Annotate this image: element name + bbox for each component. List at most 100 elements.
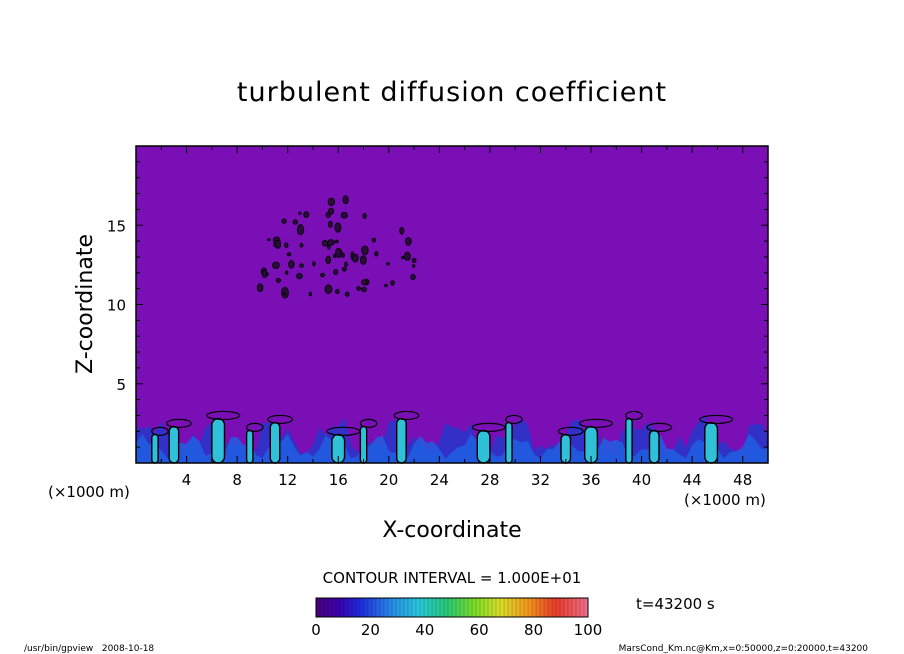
colorbar-segment (420, 598, 425, 617)
turbulence-contour-blob (299, 263, 304, 268)
plume-column (396, 417, 407, 464)
colorbar-segment (508, 598, 513, 617)
colorbar-segment (352, 598, 357, 617)
colorbar-segment (392, 598, 397, 617)
turbulence-contour-blob (356, 286, 362, 291)
plume-cap-contour (625, 410, 643, 421)
colorbar-segment (344, 598, 349, 617)
y-axis-label: Z-coordinate (73, 234, 98, 374)
y-axis: 5 10 15 (107, 161, 768, 448)
turbulence-contour-blob (296, 272, 303, 280)
colorbar-gradient (315, 598, 589, 617)
colorbar-segment (348, 598, 353, 617)
plume-cap-contour (557, 426, 584, 436)
colorbar-segment (356, 598, 361, 617)
colorbar-segment (512, 598, 517, 617)
turbulence-contour-blob (303, 211, 310, 218)
colorbar-segment (500, 598, 505, 617)
turbulence-contour-blob (321, 240, 329, 247)
colorbar-segment (556, 598, 561, 617)
turbulence-contour-blob (405, 237, 412, 246)
chart-title: turbulent diffusion coefficient (237, 77, 667, 108)
turbulence-contour-blob (327, 239, 335, 246)
colorbar-segment (472, 598, 477, 617)
boundary-layer-field (136, 410, 768, 464)
turbulence-contour-blob (334, 239, 339, 244)
colorbar-segment (580, 598, 585, 617)
turbulence-contour-blob (335, 288, 340, 295)
x-unit-label-right: (×1000 m) (684, 491, 766, 509)
plume-cap-contour (699, 414, 734, 425)
colorbar-tick-label: 20 (361, 621, 380, 639)
turbulence-contour-blob (298, 211, 302, 216)
plume-column (245, 429, 254, 464)
colorbar-segment (380, 598, 385, 617)
turbulence-contour-blob (411, 257, 417, 263)
x-tick-label: 44 (683, 471, 702, 489)
colorbar-segment (468, 598, 473, 617)
boundary-layer-core (136, 433, 768, 463)
turbulence-contour-blob (361, 245, 369, 256)
colorbar-segment (524, 598, 529, 617)
colorbar-frame (315, 597, 589, 618)
plume-cap-contour (151, 426, 169, 436)
turbulence-contour-blob (275, 278, 282, 283)
colorbar-segment (476, 598, 481, 617)
colorbar-segment (416, 598, 421, 617)
turbulence-contour-blob (362, 212, 367, 219)
colorbar-segment (536, 598, 541, 617)
turbulence-contour-blob (285, 270, 289, 275)
colorbar-tick-label: 100 (574, 621, 603, 639)
x-tick-label: 28 (480, 471, 499, 489)
colorbar-segment (336, 598, 341, 617)
plume-cap-contour (579, 418, 614, 428)
plume-column (211, 417, 226, 464)
turbulence-contour-blob (344, 291, 350, 297)
turbulence-contour-blob (267, 238, 271, 242)
field-background (136, 146, 768, 463)
turbulence-contour-blob (272, 261, 280, 270)
colorbar-segment (480, 598, 485, 617)
plume-cap-contour (206, 410, 241, 421)
colorbar-segment (552, 598, 557, 617)
turbulence-contour-blob (371, 237, 377, 243)
colorbar: 0 20 40 60 80 100 (311, 597, 602, 639)
turbulence-contour-blob (288, 260, 295, 269)
colorbar-segment (444, 598, 449, 617)
colorbar-segment (424, 598, 429, 617)
turbulence-contour-blob (286, 252, 292, 257)
contour-interval-label: CONTOUR INTERVAL = 1.000E+01 (323, 569, 582, 587)
turbulence-contour-blob (261, 269, 268, 279)
colorbar-segment (412, 598, 417, 617)
colorbar-segment (372, 598, 377, 617)
colorbar-segment (332, 598, 337, 617)
x-axis-label: X-coordinate (382, 518, 521, 543)
turbulence-contour-blob (386, 261, 390, 266)
plume-column (625, 417, 633, 464)
x-axis: 4 8 12 16 20 24 28 32 36 40 44 48 (160, 146, 752, 489)
y-tick-label: 10 (107, 297, 126, 315)
colorbar-segment (328, 598, 333, 617)
plume-column (151, 433, 159, 464)
turbulence-contour-blob (342, 195, 349, 205)
x-tick-label: 4 (182, 471, 192, 489)
x-tick-label: 20 (379, 471, 398, 489)
colorbar-segment (376, 598, 381, 617)
colorbar-segment (572, 598, 577, 617)
colorbar-segment (488, 598, 493, 617)
footer-right: MarsCond_Km.nc@Km,x=0:50000,z=0:20000,t=… (619, 644, 869, 654)
plume-column (560, 433, 572, 464)
turbulence-contour-blob (284, 242, 289, 249)
turbulence-contour-blob (327, 220, 333, 228)
turbulence-contour-blob (361, 279, 368, 286)
colorbar-segment (360, 598, 365, 617)
colorbar-segment (388, 598, 393, 617)
x-tick-label: 32 (531, 471, 550, 489)
colorbar-segment (492, 598, 497, 617)
plume-column (359, 425, 368, 464)
colorbar-ticks: 0 20 40 60 80 100 (311, 621, 602, 639)
colorbar-segment (404, 598, 409, 617)
colorbar-segment (548, 598, 553, 617)
colorbar-segment (316, 598, 321, 617)
